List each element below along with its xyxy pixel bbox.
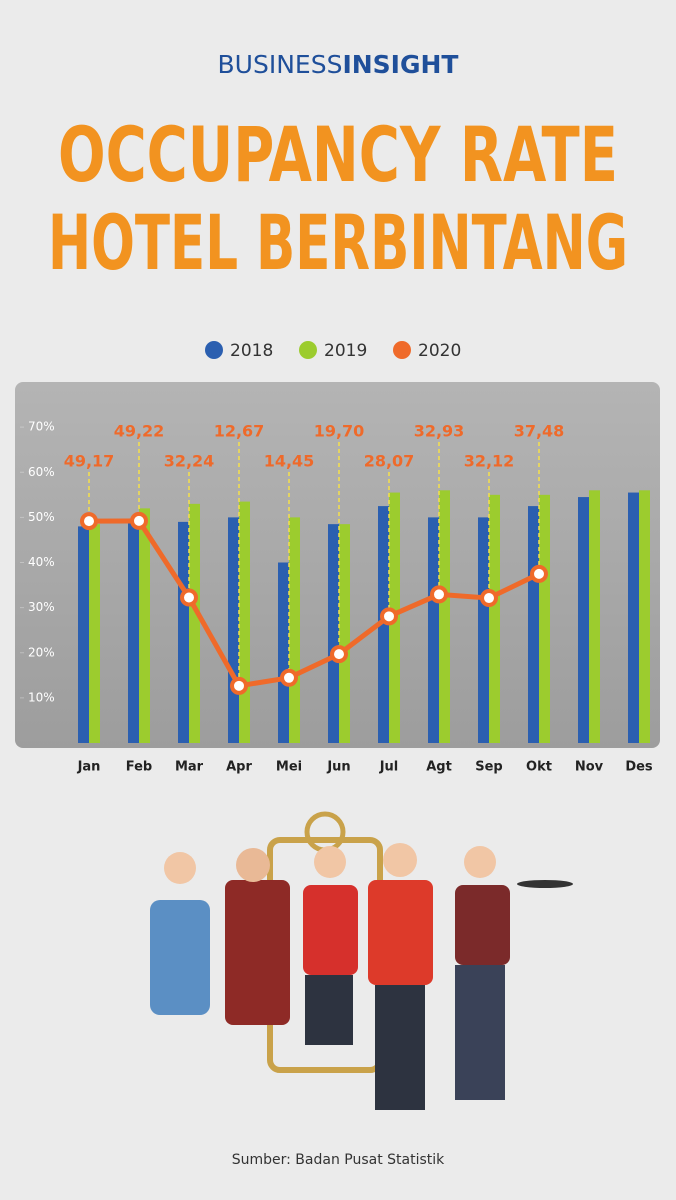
bar (339, 524, 350, 743)
legend-label: 2020 (418, 341, 461, 361)
bar (539, 494, 550, 743)
x-tick-label: Agt (426, 760, 452, 775)
y-tick-label: 20% (28, 645, 55, 659)
bar (639, 490, 650, 743)
point (230, 676, 248, 695)
y-tick-label: 10% (28, 690, 55, 704)
doorman (225, 880, 290, 1025)
doorman-head (236, 848, 270, 882)
legend-label: 2019 (324, 341, 367, 361)
data-label: 28,07 (364, 452, 415, 471)
x-tick-label: Jun (326, 760, 350, 775)
maid-head (164, 852, 196, 884)
point (430, 585, 448, 604)
bar (189, 503, 200, 743)
x-tick-label: Jan (77, 760, 101, 775)
bar (78, 526, 89, 743)
data-label: 32,12 (464, 452, 515, 471)
bar (128, 521, 139, 743)
maid (150, 900, 210, 1015)
source: Sumber: Badan Pusat Statistik (232, 1152, 445, 1168)
y-tick-label: 70% (28, 420, 55, 434)
receptionist (303, 885, 358, 975)
bar (578, 497, 589, 743)
title-line: HOTEL BERBINTANG (48, 198, 628, 287)
data-label: 12,67 (214, 422, 265, 441)
data-label: 19,70 (314, 422, 365, 441)
point (130, 511, 148, 530)
bar (139, 508, 150, 743)
y-tick-label: 30% (28, 600, 55, 614)
bar (239, 501, 250, 743)
point (480, 589, 498, 608)
x-tick-label: Okt (526, 760, 552, 775)
data-label: 32,93 (414, 422, 465, 441)
bar (439, 490, 450, 743)
bar (528, 506, 539, 743)
data-label: 14,45 (264, 452, 315, 471)
tray (517, 880, 573, 888)
legend-label: 2018 (230, 341, 273, 361)
point (530, 564, 548, 583)
point (280, 668, 298, 687)
chart: 10% 20% 30% 40% 50% 60% 70% 2018 2019 2020 Jan Feb M… (20, 341, 653, 775)
bar (289, 517, 300, 743)
legend-swatch (299, 341, 317, 359)
point (380, 607, 398, 626)
bar (278, 562, 289, 743)
legend-swatch (205, 341, 223, 359)
waiter-legs (455, 965, 505, 1100)
x-tick-label: Apr (226, 760, 252, 775)
x-tick-label: Feb (126, 760, 152, 775)
bar (178, 521, 189, 743)
bar (478, 517, 489, 743)
bar (489, 494, 500, 743)
point (180, 588, 198, 607)
bellboy-head (383, 843, 417, 877)
waiter-head (464, 846, 496, 878)
receptionist-skirt (305, 975, 353, 1045)
data-label: 37,48 (514, 422, 565, 441)
bar (328, 524, 339, 743)
brand-part: INSIGHT (342, 50, 458, 79)
line (88, 518, 541, 689)
bellboy-legs (375, 985, 425, 1110)
x-tick-label: Nov (575, 760, 604, 775)
point (330, 645, 348, 664)
bar (378, 506, 389, 743)
bar (628, 492, 639, 743)
bar (589, 490, 600, 743)
bar (228, 517, 239, 743)
y-tick-label: 50% (28, 510, 55, 524)
bar (89, 524, 100, 743)
bellboy (368, 880, 433, 985)
title-line: OCCUPANCY RATE (58, 110, 618, 199)
data-label: 49,22 (114, 422, 165, 441)
brand-part: BUSINESS (218, 50, 343, 79)
x-tick-label: Des (625, 760, 653, 775)
bar (428, 517, 439, 743)
data-label: 32,24 (164, 452, 215, 471)
x-tick-label: Mar (175, 760, 204, 775)
illustration (150, 811, 573, 1110)
receptionist-head (314, 846, 346, 878)
brand: BUSINESSINSIGHT (218, 50, 459, 79)
waiter (455, 885, 510, 965)
x-tick-label: Sep (475, 760, 503, 775)
y-tick-label: 60% (28, 465, 55, 479)
y-tick-label: 40% (28, 555, 55, 569)
x-tick-label: Mei (276, 760, 302, 775)
point (80, 512, 98, 531)
legend-swatch (393, 341, 411, 359)
data-label: 49,17 (64, 452, 115, 471)
x-tick-label: Jul (379, 760, 399, 775)
